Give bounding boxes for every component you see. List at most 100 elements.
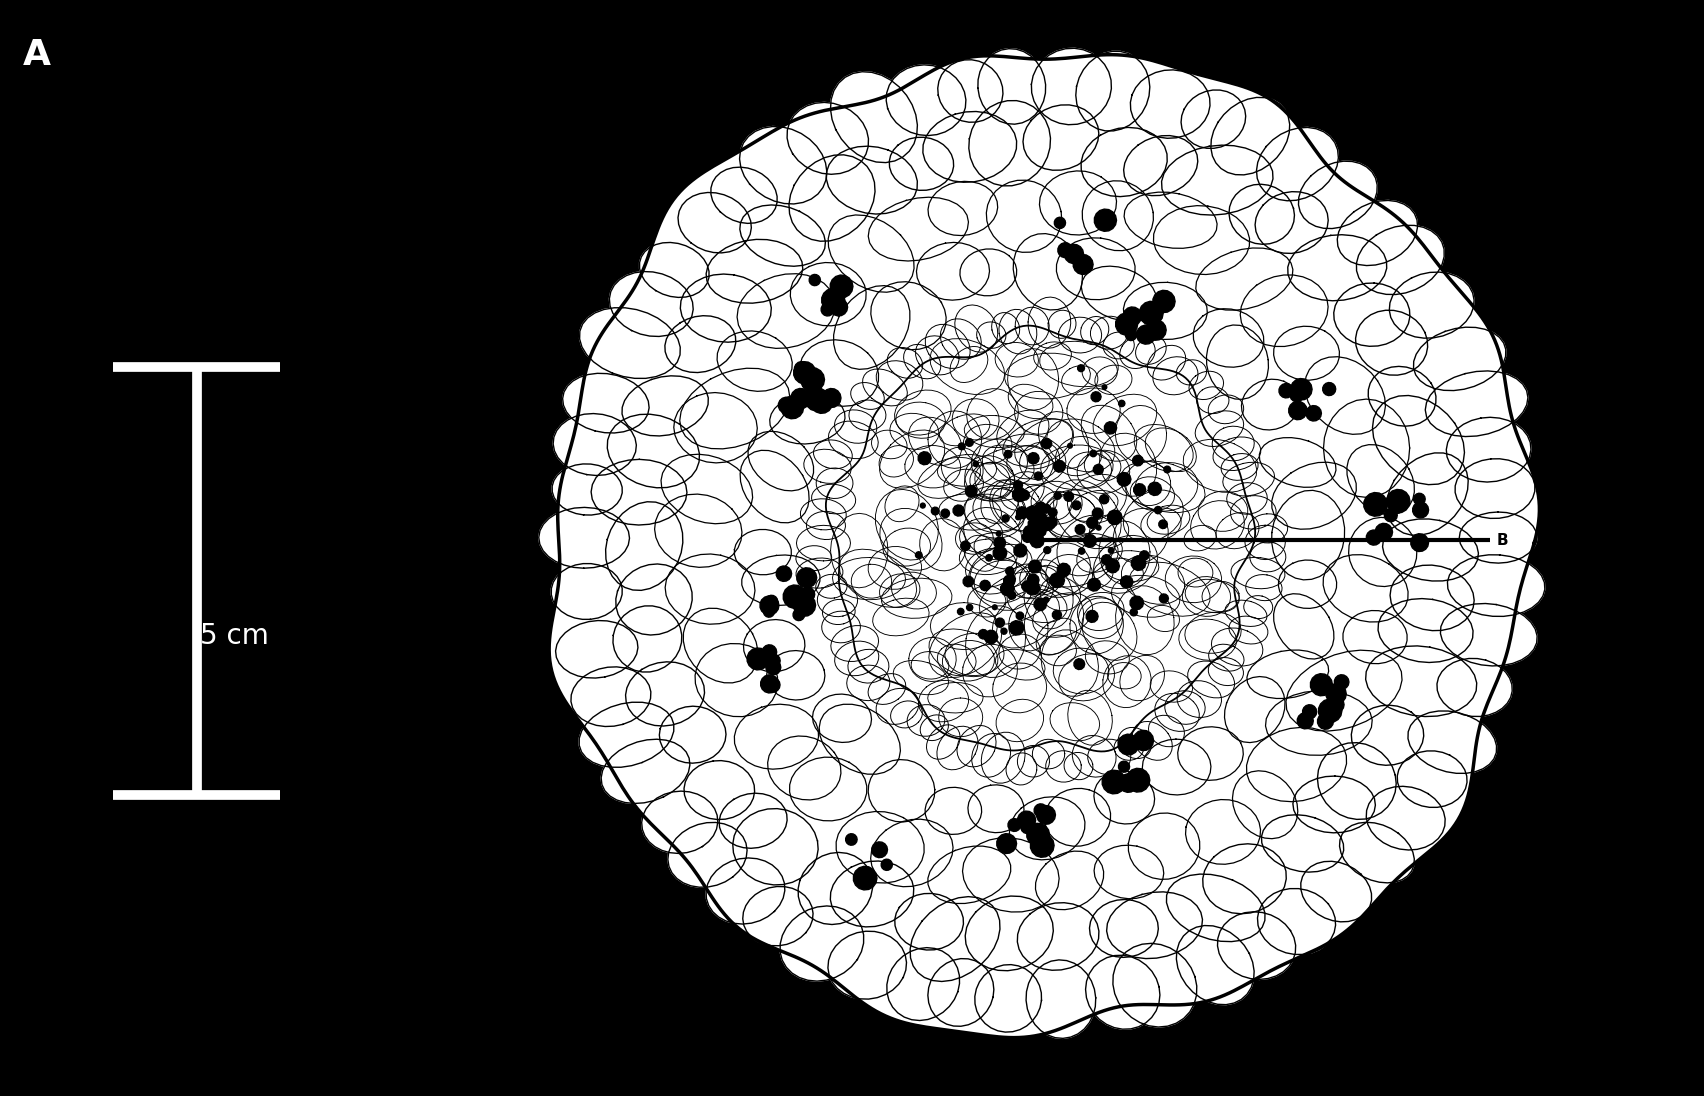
Polygon shape — [683, 761, 755, 820]
Polygon shape — [1056, 563, 1070, 576]
Polygon shape — [1184, 613, 1241, 653]
Polygon shape — [1009, 591, 1016, 600]
Polygon shape — [929, 959, 993, 1026]
Polygon shape — [1230, 495, 1276, 529]
Polygon shape — [806, 388, 828, 411]
Polygon shape — [830, 71, 917, 162]
Polygon shape — [925, 324, 970, 368]
Polygon shape — [944, 469, 983, 501]
Polygon shape — [1159, 594, 1169, 603]
Polygon shape — [1135, 463, 1198, 511]
Polygon shape — [997, 834, 1017, 854]
Polygon shape — [794, 362, 816, 384]
Polygon shape — [777, 566, 792, 581]
Polygon shape — [613, 606, 682, 672]
Polygon shape — [840, 549, 917, 607]
Polygon shape — [826, 146, 917, 214]
Polygon shape — [1067, 388, 1120, 433]
Polygon shape — [1102, 770, 1126, 794]
Polygon shape — [1043, 490, 1102, 537]
Polygon shape — [799, 340, 879, 407]
Polygon shape — [970, 101, 1050, 186]
Polygon shape — [1031, 834, 1055, 857]
Polygon shape — [1356, 226, 1445, 295]
Polygon shape — [1048, 509, 1056, 516]
Polygon shape — [1459, 512, 1537, 563]
Polygon shape — [1009, 797, 1085, 860]
Polygon shape — [1017, 811, 1036, 830]
Polygon shape — [881, 579, 953, 618]
Polygon shape — [1092, 509, 1102, 518]
Polygon shape — [1024, 586, 1084, 654]
Polygon shape — [1094, 558, 1143, 589]
Polygon shape — [818, 583, 857, 617]
Polygon shape — [813, 694, 871, 742]
Polygon shape — [1012, 488, 1028, 502]
Polygon shape — [942, 640, 995, 681]
Polygon shape — [872, 598, 929, 636]
Polygon shape — [1142, 739, 1212, 795]
Polygon shape — [1077, 450, 1130, 493]
Polygon shape — [830, 861, 913, 927]
Polygon shape — [1074, 659, 1085, 670]
Polygon shape — [738, 274, 835, 349]
Polygon shape — [1004, 575, 1016, 586]
Polygon shape — [1375, 524, 1392, 540]
Polygon shape — [1028, 453, 1039, 464]
Polygon shape — [1082, 602, 1137, 661]
Polygon shape — [1120, 655, 1164, 700]
Polygon shape — [1068, 444, 1072, 448]
Polygon shape — [1123, 283, 1208, 340]
Polygon shape — [665, 553, 755, 625]
Polygon shape — [1305, 356, 1385, 434]
Polygon shape — [639, 242, 709, 297]
Polygon shape — [963, 644, 1017, 697]
Polygon shape — [1108, 510, 1123, 525]
Polygon shape — [823, 600, 855, 625]
Polygon shape — [961, 541, 970, 550]
Polygon shape — [1184, 580, 1239, 613]
Polygon shape — [1397, 751, 1467, 808]
Polygon shape — [964, 415, 1024, 447]
Polygon shape — [767, 660, 780, 675]
Polygon shape — [1017, 506, 1029, 518]
Polygon shape — [1087, 739, 1131, 775]
Polygon shape — [917, 242, 990, 300]
Polygon shape — [1016, 307, 1050, 345]
Polygon shape — [1045, 547, 1051, 553]
Polygon shape — [1005, 753, 1036, 785]
Polygon shape — [1271, 490, 1344, 580]
Polygon shape — [765, 595, 777, 607]
Polygon shape — [959, 539, 1017, 574]
Polygon shape — [1031, 534, 1045, 548]
Polygon shape — [1058, 242, 1074, 258]
Polygon shape — [1142, 507, 1181, 539]
Polygon shape — [760, 596, 779, 615]
Polygon shape — [770, 393, 845, 444]
Polygon shape — [867, 760, 935, 822]
Polygon shape — [1084, 452, 1121, 481]
Polygon shape — [562, 374, 649, 433]
Polygon shape — [1293, 776, 1375, 833]
Polygon shape — [975, 964, 1041, 1032]
Polygon shape — [1390, 566, 1474, 630]
Polygon shape — [1019, 443, 1060, 480]
Polygon shape — [1271, 463, 1356, 529]
Polygon shape — [1278, 560, 1336, 608]
Polygon shape — [1212, 98, 1290, 175]
Polygon shape — [964, 486, 1026, 538]
Polygon shape — [992, 605, 997, 609]
Polygon shape — [905, 446, 961, 488]
Polygon shape — [1080, 406, 1137, 461]
Polygon shape — [993, 537, 1005, 549]
Polygon shape — [1176, 359, 1206, 385]
Polygon shape — [1116, 406, 1167, 463]
Polygon shape — [1089, 515, 1128, 548]
Polygon shape — [767, 654, 780, 667]
Polygon shape — [719, 794, 787, 848]
Polygon shape — [1014, 391, 1063, 434]
Polygon shape — [1229, 616, 1268, 644]
Polygon shape — [1000, 582, 1014, 596]
Polygon shape — [1128, 813, 1200, 879]
Polygon shape — [1167, 875, 1264, 941]
